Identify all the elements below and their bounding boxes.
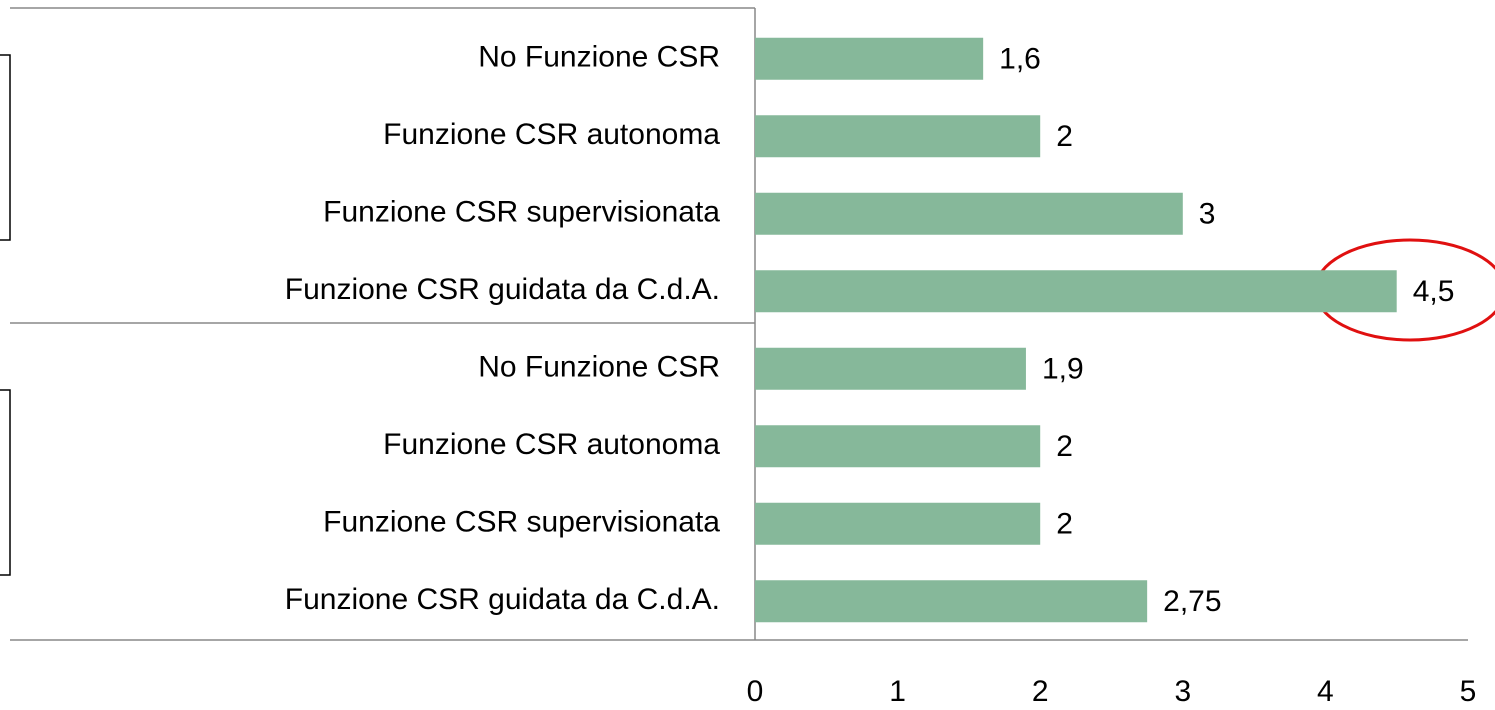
bar [755, 425, 1041, 468]
y-tick-label: Funzione CSR autonoma [383, 118, 720, 151]
x-tick-label: 5 [1460, 675, 1477, 708]
x-tick-label: 3 [1174, 675, 1191, 708]
bar [755, 270, 1397, 313]
y-tick-label: Funzione CSR supervisionata [323, 196, 720, 229]
value-label: 2 [1056, 430, 1073, 463]
y-tick-label: Funzione CSR guidata da C.d.A. [285, 583, 720, 616]
group-box [0, 54, 11, 241]
value-label: 1,6 [999, 43, 1041, 76]
y-tick-label: Funzione CSR autonoma [383, 428, 720, 461]
value-label: 2,75 [1163, 585, 1221, 618]
bar [755, 347, 1026, 390]
x-tick-label: 1 [889, 675, 906, 708]
bar [755, 115, 1041, 158]
y-tick-label: Funzione CSR supervisionata [323, 506, 720, 539]
group-box [0, 389, 11, 576]
bar [755, 37, 984, 80]
value-label: 2 [1056, 120, 1073, 153]
y-tick-label: No Funzione CSR [478, 41, 720, 74]
bar [755, 580, 1148, 623]
x-tick-label: 0 [747, 675, 764, 708]
x-tick-label: 4 [1317, 675, 1334, 708]
bar [755, 192, 1183, 235]
y-tick-label: Funzione CSR guidata da C.d.A. [285, 273, 720, 306]
value-label: 2 [1056, 508, 1073, 541]
value-label: 4,5 [1413, 275, 1455, 308]
x-tick-label: 2 [1032, 675, 1049, 708]
bar [755, 502, 1041, 545]
value-label: 1,9 [1042, 353, 1084, 386]
y-tick-label: No Funzione CSR [478, 351, 720, 384]
value-label: 3 [1199, 198, 1216, 231]
